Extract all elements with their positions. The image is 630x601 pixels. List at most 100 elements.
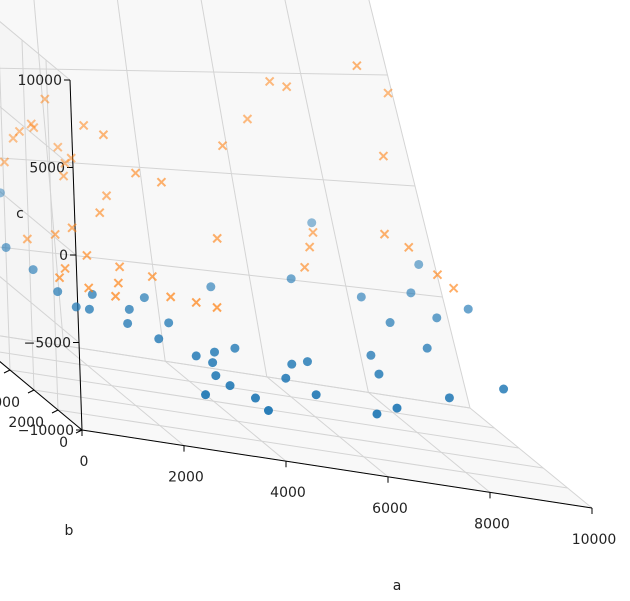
data-point bbox=[263, 406, 273, 416]
data-point bbox=[242, 114, 253, 124]
data-point bbox=[352, 60, 362, 71]
grid-x-floor bbox=[368, 392, 491, 493]
data-point bbox=[230, 343, 240, 353]
data-point bbox=[206, 282, 216, 292]
y-tick-mark bbox=[51, 409, 59, 414]
data-point bbox=[286, 274, 296, 284]
data-point bbox=[0, 188, 5, 198]
data-point bbox=[50, 229, 60, 240]
data-point bbox=[217, 140, 228, 151]
data-point bbox=[385, 318, 395, 328]
gridlines bbox=[0, 0, 593, 509]
z-tick-label: 0 bbox=[59, 248, 68, 264]
data-point bbox=[67, 223, 77, 233]
data-point bbox=[58, 171, 69, 181]
back-pane bbox=[0, 0, 470, 408]
data-point bbox=[71, 302, 81, 312]
data-point bbox=[139, 293, 149, 303]
y-axis-line bbox=[0, 361, 83, 431]
data-point bbox=[225, 381, 235, 391]
data-point bbox=[392, 403, 402, 413]
data-point bbox=[84, 283, 94, 293]
z-ticks: −10000 −5000 0 5000 10000 bbox=[17, 73, 82, 439]
y-axis-label: b bbox=[65, 523, 74, 539]
data-point bbox=[53, 142, 63, 152]
data-point bbox=[165, 292, 176, 302]
data-point bbox=[110, 291, 121, 301]
x-ticks: 0 2000 4000 6000 8000 10000 bbox=[80, 430, 617, 548]
data-point bbox=[114, 262, 125, 272]
data-point bbox=[211, 371, 221, 381]
x-tick-label: 0 bbox=[80, 454, 89, 470]
data-point bbox=[82, 250, 92, 261]
data-point bbox=[53, 287, 63, 297]
data-point bbox=[307, 218, 317, 228]
data-point bbox=[84, 304, 94, 314]
data-point bbox=[78, 120, 89, 131]
data-point bbox=[1, 242, 11, 252]
data-point bbox=[287, 359, 297, 369]
data-point bbox=[8, 133, 18, 143]
data-point bbox=[66, 153, 76, 163]
grid-y-floor bbox=[57, 409, 568, 489]
data-point bbox=[374, 369, 384, 379]
data-point bbox=[123, 318, 133, 328]
grid-z-side bbox=[0, 21, 71, 81]
data-point bbox=[372, 409, 382, 419]
data-point bbox=[14, 126, 25, 137]
data-point bbox=[422, 343, 432, 353]
grid-x-floor bbox=[63, 345, 185, 446]
x-tick-label: 4000 bbox=[270, 485, 306, 501]
data-point bbox=[406, 288, 416, 298]
data-point bbox=[28, 265, 38, 275]
data-point bbox=[191, 297, 201, 308]
data-point bbox=[383, 88, 393, 98]
z-tick-label: 10000 bbox=[17, 73, 62, 89]
data-point bbox=[378, 151, 389, 161]
data-point bbox=[113, 278, 124, 288]
data-point bbox=[404, 242, 414, 252]
data-point bbox=[60, 158, 70, 168]
x-axis-label: a bbox=[393, 578, 402, 594]
data-point bbox=[366, 350, 376, 360]
z-axis-label: c bbox=[16, 206, 24, 222]
data-point bbox=[250, 393, 260, 403]
data-point bbox=[101, 191, 112, 201]
grid-x-floor bbox=[469, 407, 593, 509]
data-point bbox=[499, 384, 509, 394]
grid-z-back bbox=[0, 335, 471, 409]
data-point bbox=[29, 122, 39, 133]
grid-x-floor bbox=[266, 376, 389, 478]
data-point bbox=[54, 272, 65, 283]
data-point bbox=[308, 227, 318, 238]
y-tick-label: 4000 bbox=[0, 395, 20, 411]
data-point bbox=[212, 233, 222, 244]
data-points bbox=[0, 60, 509, 419]
data-point bbox=[22, 234, 33, 244]
data-point bbox=[304, 242, 315, 252]
data-point bbox=[302, 357, 312, 367]
data-point bbox=[147, 271, 158, 282]
x-tick-label: 8000 bbox=[474, 516, 510, 532]
grid-y-floor bbox=[0, 351, 495, 429]
x-tick-label: 10000 bbox=[572, 532, 617, 548]
x-tick-label: 2000 bbox=[168, 470, 204, 486]
z-tick-label: 5000 bbox=[29, 161, 65, 177]
data-point bbox=[299, 262, 310, 273]
data-point bbox=[432, 269, 443, 280]
x-tick-label: 6000 bbox=[372, 501, 408, 517]
data-point bbox=[444, 393, 454, 403]
x-axis-line bbox=[81, 429, 593, 509]
data-point bbox=[212, 302, 222, 313]
data-point bbox=[210, 347, 220, 357]
data-point bbox=[164, 318, 174, 328]
y-tick-mark bbox=[75, 429, 83, 434]
data-point bbox=[154, 334, 164, 344]
data-point bbox=[26, 119, 36, 129]
data-point bbox=[87, 289, 97, 299]
floor-pane bbox=[0, 335, 592, 508]
data-point bbox=[414, 259, 424, 269]
data-point bbox=[156, 177, 167, 187]
